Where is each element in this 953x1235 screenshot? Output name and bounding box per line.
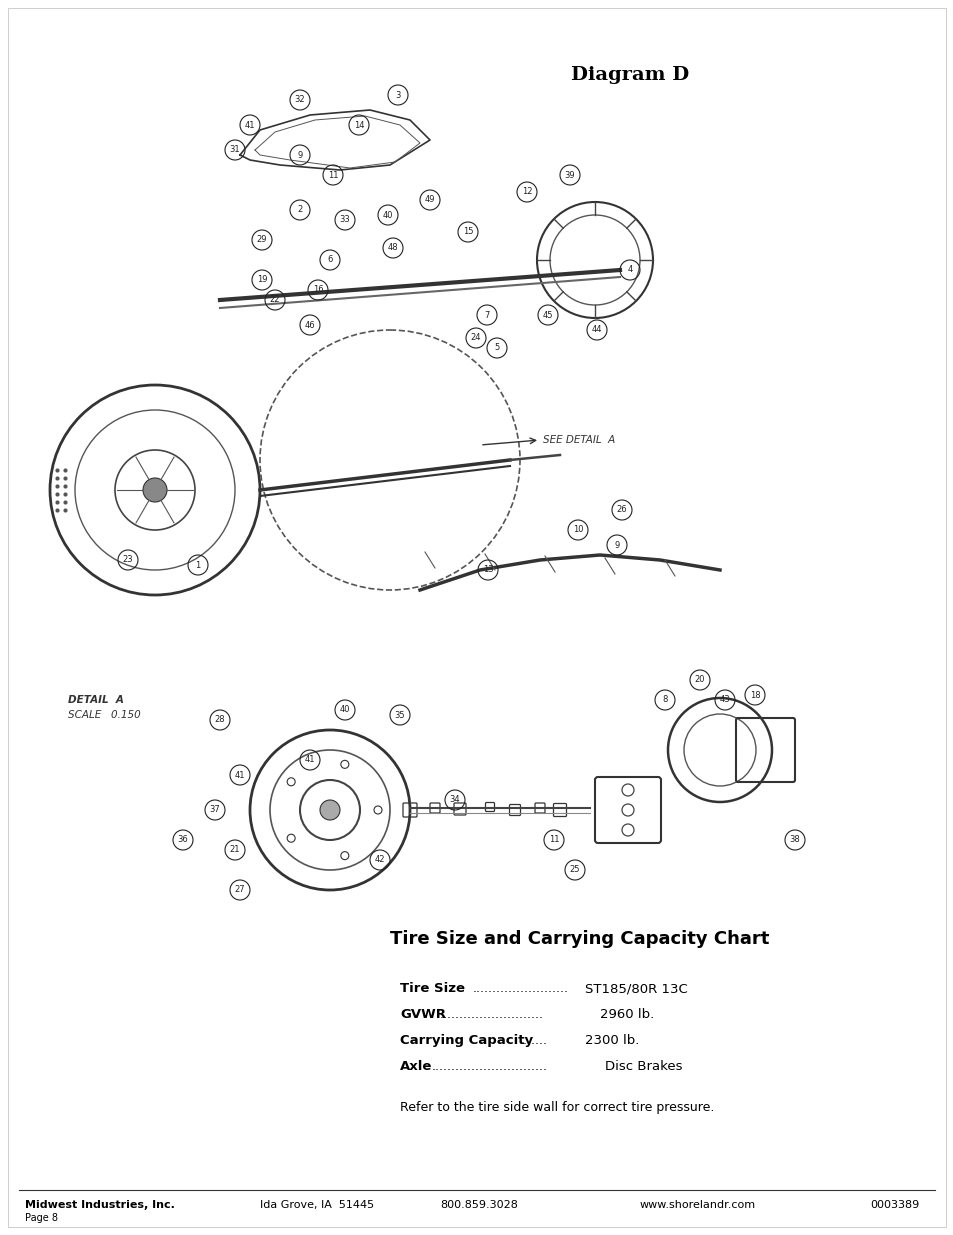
- Text: 28: 28: [214, 715, 225, 725]
- Text: 1: 1: [195, 561, 200, 569]
- Text: GVWR: GVWR: [399, 1008, 446, 1021]
- Text: 14: 14: [354, 121, 364, 130]
- Text: 41: 41: [304, 756, 314, 764]
- Text: 32: 32: [294, 95, 305, 105]
- Text: 40: 40: [382, 210, 393, 220]
- Text: 25: 25: [569, 866, 579, 874]
- Text: www.shorelandr.com: www.shorelandr.com: [639, 1200, 756, 1210]
- Text: .............................: .............................: [432, 1060, 547, 1073]
- Text: 35: 35: [395, 710, 405, 720]
- Text: 29: 29: [256, 236, 267, 245]
- Text: 2: 2: [297, 205, 302, 215]
- Text: ........................: ........................: [473, 982, 568, 995]
- Text: 2300 lb.: 2300 lb.: [584, 1034, 639, 1047]
- Text: 41: 41: [245, 121, 255, 130]
- Text: 38: 38: [789, 836, 800, 845]
- Text: 15: 15: [462, 227, 473, 236]
- Circle shape: [143, 478, 167, 501]
- Text: 19: 19: [256, 275, 267, 284]
- Text: 33: 33: [339, 215, 350, 225]
- Text: 23: 23: [123, 556, 133, 564]
- Text: SCALE   0.150: SCALE 0.150: [68, 710, 141, 720]
- Text: Disc Brakes: Disc Brakes: [604, 1060, 681, 1073]
- Text: DETAIL  A: DETAIL A: [68, 695, 124, 705]
- Text: Tire Size and Carrying Capacity Chart: Tire Size and Carrying Capacity Chart: [390, 930, 768, 948]
- Text: 11: 11: [548, 836, 558, 845]
- Text: 34: 34: [449, 795, 460, 804]
- Text: 13: 13: [482, 566, 493, 574]
- Text: 11: 11: [328, 170, 338, 179]
- Text: 24: 24: [470, 333, 480, 342]
- Text: 20: 20: [694, 676, 704, 684]
- Text: ST185/80R 13C: ST185/80R 13C: [584, 982, 687, 995]
- Text: 42: 42: [375, 856, 385, 864]
- Text: 31: 31: [230, 146, 240, 154]
- Text: Axle: Axle: [399, 1060, 432, 1073]
- Circle shape: [319, 800, 339, 820]
- Text: Refer to the tire side wall for correct tire pressure.: Refer to the tire side wall for correct …: [399, 1100, 714, 1114]
- Text: 39: 39: [564, 170, 575, 179]
- Text: 21: 21: [230, 846, 240, 855]
- Text: 5: 5: [494, 343, 499, 352]
- Text: 37: 37: [210, 805, 220, 815]
- Text: 16: 16: [313, 285, 323, 294]
- Text: 18: 18: [749, 690, 760, 699]
- Text: Tire Size: Tire Size: [399, 982, 464, 995]
- Text: 2960 lb.: 2960 lb.: [599, 1008, 654, 1021]
- Text: 27: 27: [234, 885, 245, 894]
- Text: 10: 10: [572, 526, 582, 535]
- Text: ..........................: ..........................: [439, 1008, 543, 1021]
- Text: Diagram D: Diagram D: [570, 65, 688, 84]
- Text: 3: 3: [395, 90, 400, 100]
- Text: Midwest Industries, Inc.: Midwest Industries, Inc.: [25, 1200, 174, 1210]
- Text: 48: 48: [387, 243, 398, 252]
- Text: SEE DETAIL  A: SEE DETAIL A: [542, 435, 615, 445]
- Text: 0003389: 0003389: [869, 1200, 919, 1210]
- Text: 49: 49: [424, 195, 435, 205]
- Text: 800.859.3028: 800.859.3028: [439, 1200, 517, 1210]
- Text: 9: 9: [614, 541, 619, 550]
- Text: 12: 12: [521, 188, 532, 196]
- Text: 7: 7: [484, 310, 489, 320]
- Text: 41: 41: [234, 771, 245, 779]
- Text: 8: 8: [661, 695, 667, 704]
- Text: Page 8: Page 8: [25, 1213, 58, 1223]
- Text: .......: .......: [519, 1034, 547, 1047]
- Text: Ida Grove, IA  51445: Ida Grove, IA 51445: [260, 1200, 374, 1210]
- Text: 45: 45: [542, 310, 553, 320]
- Text: 36: 36: [177, 836, 188, 845]
- Text: 40: 40: [339, 705, 350, 715]
- Text: Carrying Capacity: Carrying Capacity: [399, 1034, 533, 1047]
- Text: 26: 26: [616, 505, 627, 515]
- Text: 22: 22: [270, 295, 280, 305]
- Text: 9: 9: [297, 151, 302, 159]
- Text: 4: 4: [627, 266, 632, 274]
- Text: 46: 46: [304, 321, 315, 330]
- Text: 6: 6: [327, 256, 333, 264]
- Text: 43: 43: [719, 695, 730, 704]
- Text: 44: 44: [591, 326, 601, 335]
